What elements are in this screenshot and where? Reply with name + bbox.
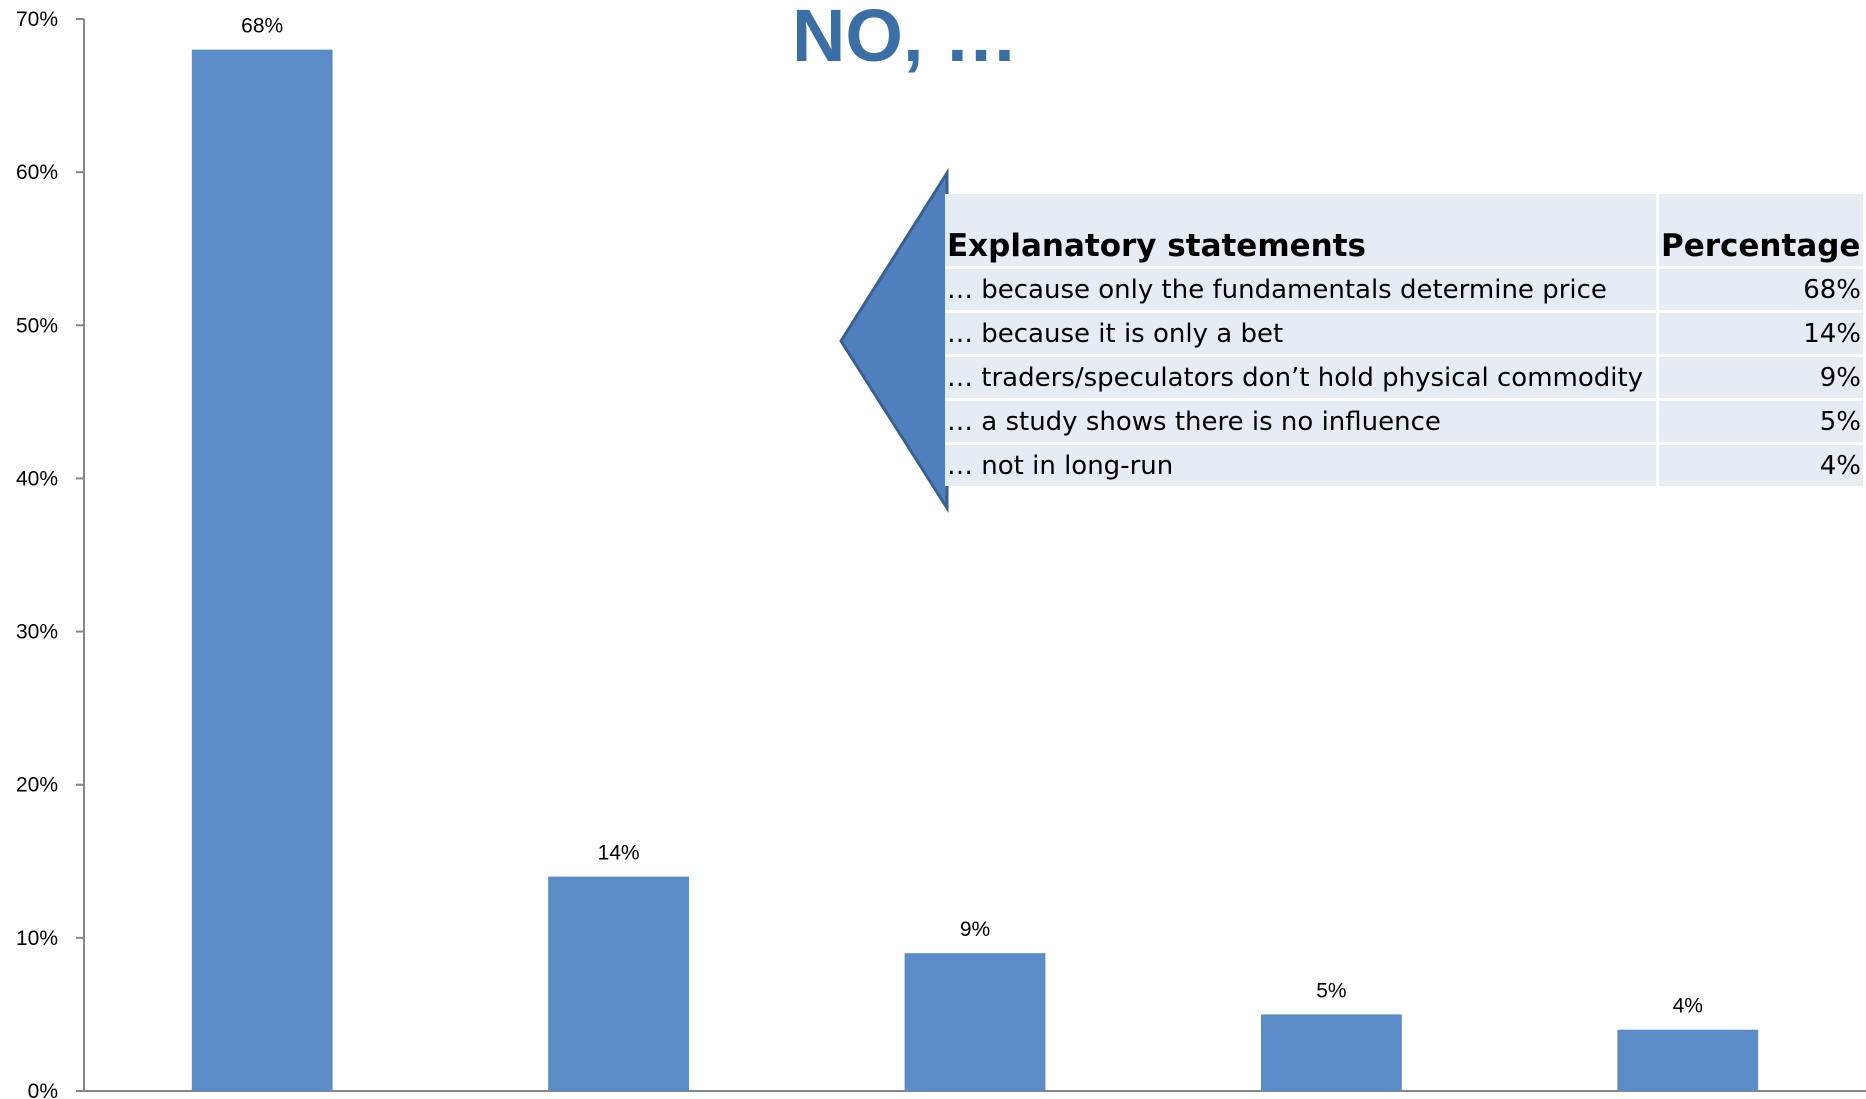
table-row: … traders/speculators don’t hold physica… [945, 354, 1863, 398]
header-statements: Explanatory statements [945, 194, 1656, 266]
bar-value-label: 5% [1316, 979, 1346, 1002]
y-tick-label: 40% [16, 467, 58, 490]
data-labels: 68% 14% 9% 5% 4% [241, 15, 1703, 1018]
table-row: … because it is only a bet 14% [945, 310, 1863, 354]
y-tick-label: 60% [16, 161, 58, 184]
bar [904, 953, 1046, 1091]
bar [1617, 1029, 1759, 1091]
statement-cell: … because it is only a bet [945, 310, 1656, 354]
percentage-cell: 9% [1656, 354, 1863, 398]
statement-cell: … a study shows there is no influence [945, 398, 1656, 442]
y-tick-label: 20% [16, 774, 58, 797]
table-row: … not in long-run 4% [945, 442, 1863, 486]
header-percentage: Percentage [1656, 194, 1863, 266]
percentage-cell: 14% [1656, 310, 1863, 354]
bars [191, 49, 1759, 1092]
y-tick-label: 30% [16, 621, 58, 644]
y-tick-label: 10% [16, 927, 58, 950]
statement-cell: … not in long-run [945, 442, 1656, 486]
callout-arrow [839, 167, 949, 514]
table-row: … a study shows there is no influence 5% [945, 398, 1863, 442]
bar-value-label: 4% [1673, 995, 1703, 1018]
table-row: … because only the fundamentals determin… [945, 266, 1863, 310]
percentage-cell: 4% [1656, 442, 1863, 486]
bar [191, 49, 333, 1092]
bar-value-label: 68% [241, 15, 283, 38]
y-tick-label: 50% [16, 314, 58, 337]
bar [548, 876, 689, 1091]
y-axis: 0% 10% 20% 30% 40% 50% 60% 70% [16, 8, 85, 1099]
explanatory-statements-table: Explanatory statements Percentage … beca… [945, 194, 1863, 486]
chart-title: NO, … [792, 0, 1018, 77]
statement-cell: … traders/speculators don’t hold physica… [945, 354, 1656, 398]
bar [1261, 1014, 1402, 1091]
table-header-row: Explanatory statements Percentage [945, 194, 1863, 266]
statement-cell: … because only the fundamentals determin… [945, 266, 1656, 310]
y-tick-label: 70% [16, 8, 58, 31]
bar-value-label: 9% [960, 918, 990, 941]
percentage-cell: 5% [1656, 398, 1863, 442]
y-tick-label: 0% [28, 1080, 58, 1099]
percentage-cell: 68% [1656, 266, 1863, 310]
bar-value-label: 14% [598, 842, 640, 865]
